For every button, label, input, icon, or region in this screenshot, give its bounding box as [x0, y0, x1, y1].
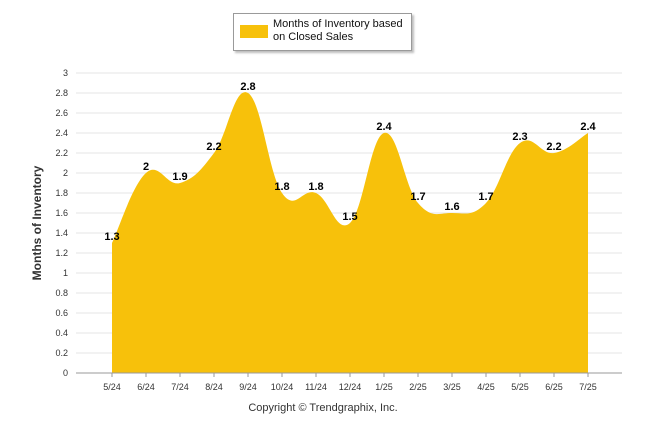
x-tick-label: 1/25 [375, 382, 393, 392]
legend: Months of Inventory based on Closed Sale… [233, 13, 412, 51]
x-tick-label: 11/24 [305, 382, 327, 392]
data-label: 2.2 [206, 141, 221, 153]
copyright-credit: Copyright © Trendgraphix, Inc. [248, 402, 398, 414]
data-label: 1.7 [478, 191, 493, 203]
x-tick-label: 6/24 [137, 382, 155, 392]
y-axis-title: Months of Inventory [30, 165, 44, 280]
legend-label: Months of Inventory based on Closed Sale… [273, 18, 403, 43]
data-label: 2.2 [546, 141, 561, 153]
y-tick-label: 2.8 [55, 88, 68, 98]
x-tick-label: 7/25 [579, 382, 597, 392]
y-tick-label: 2 [63, 168, 68, 178]
data-label: 1.5 [342, 211, 357, 223]
y-tick-label: 2.4 [55, 128, 68, 138]
y-tick-label: 1 [63, 268, 68, 278]
x-tick-label: 2/25 [409, 382, 427, 392]
x-tick-label: 7/24 [171, 382, 189, 392]
x-tick-label: 10/24 [271, 382, 294, 392]
y-tick-label: 0.8 [55, 288, 68, 298]
legend-swatch [240, 25, 268, 38]
y-tick-label: 1.6 [55, 208, 68, 218]
y-tick-label: 1.4 [55, 228, 68, 238]
series-area [112, 92, 588, 373]
y-tick-label: 1.8 [55, 188, 68, 198]
y-tick-label: 0.4 [55, 328, 68, 338]
x-tick-label: 12/24 [339, 382, 362, 392]
x-tick-label: 5/24 [103, 382, 121, 392]
data-label: 2.4 [376, 121, 392, 133]
y-tick-label: 0.6 [55, 308, 68, 318]
data-label: 2.4 [580, 121, 596, 133]
x-axis-ticks: 5/24 6/24 7/24 8/24 9/24 10/24 11/24 12/24 1/25 2… [103, 373, 597, 392]
x-tick-label: 9/24 [239, 382, 257, 392]
data-label: 1.7 [410, 191, 425, 203]
x-tick-label: 3/25 [443, 382, 461, 392]
y-tick-label: 2.6 [55, 108, 68, 118]
y-tick-label: 0.2 [55, 348, 68, 358]
data-label: 1.3 [104, 231, 119, 243]
y-tick-label: 3 [63, 68, 68, 78]
data-label: 2 [143, 161, 149, 173]
data-label: 1.9 [172, 171, 187, 183]
x-tick-label: 8/24 [205, 382, 223, 392]
y-tick-label: 1.2 [55, 248, 68, 258]
y-axis-ticks: 0 0.2 0.4 0.6 0.8 1 1.2 1.4 1.6 1.8 2 2.2 2.4 2.6 2.8 3 [55, 68, 68, 378]
y-tick-label: 0 [63, 368, 68, 378]
x-tick-label: 6/25 [545, 382, 563, 392]
data-label: 1.6 [444, 201, 459, 213]
y-tick-label: 2.2 [55, 148, 68, 158]
data-labels: 1.3 2 1.9 2.2 2.8 1.8 1.8 1.5 2.4 1.7 1.6 1.7 2.3 2.2… [104, 81, 596, 243]
x-tick-label: 5/25 [511, 382, 529, 392]
data-label: 2.8 [240, 81, 255, 93]
x-tick-label: 4/25 [477, 382, 495, 392]
data-label: 1.8 [274, 181, 289, 193]
data-label: 2.3 [512, 131, 527, 143]
data-label: 1.8 [308, 181, 323, 193]
